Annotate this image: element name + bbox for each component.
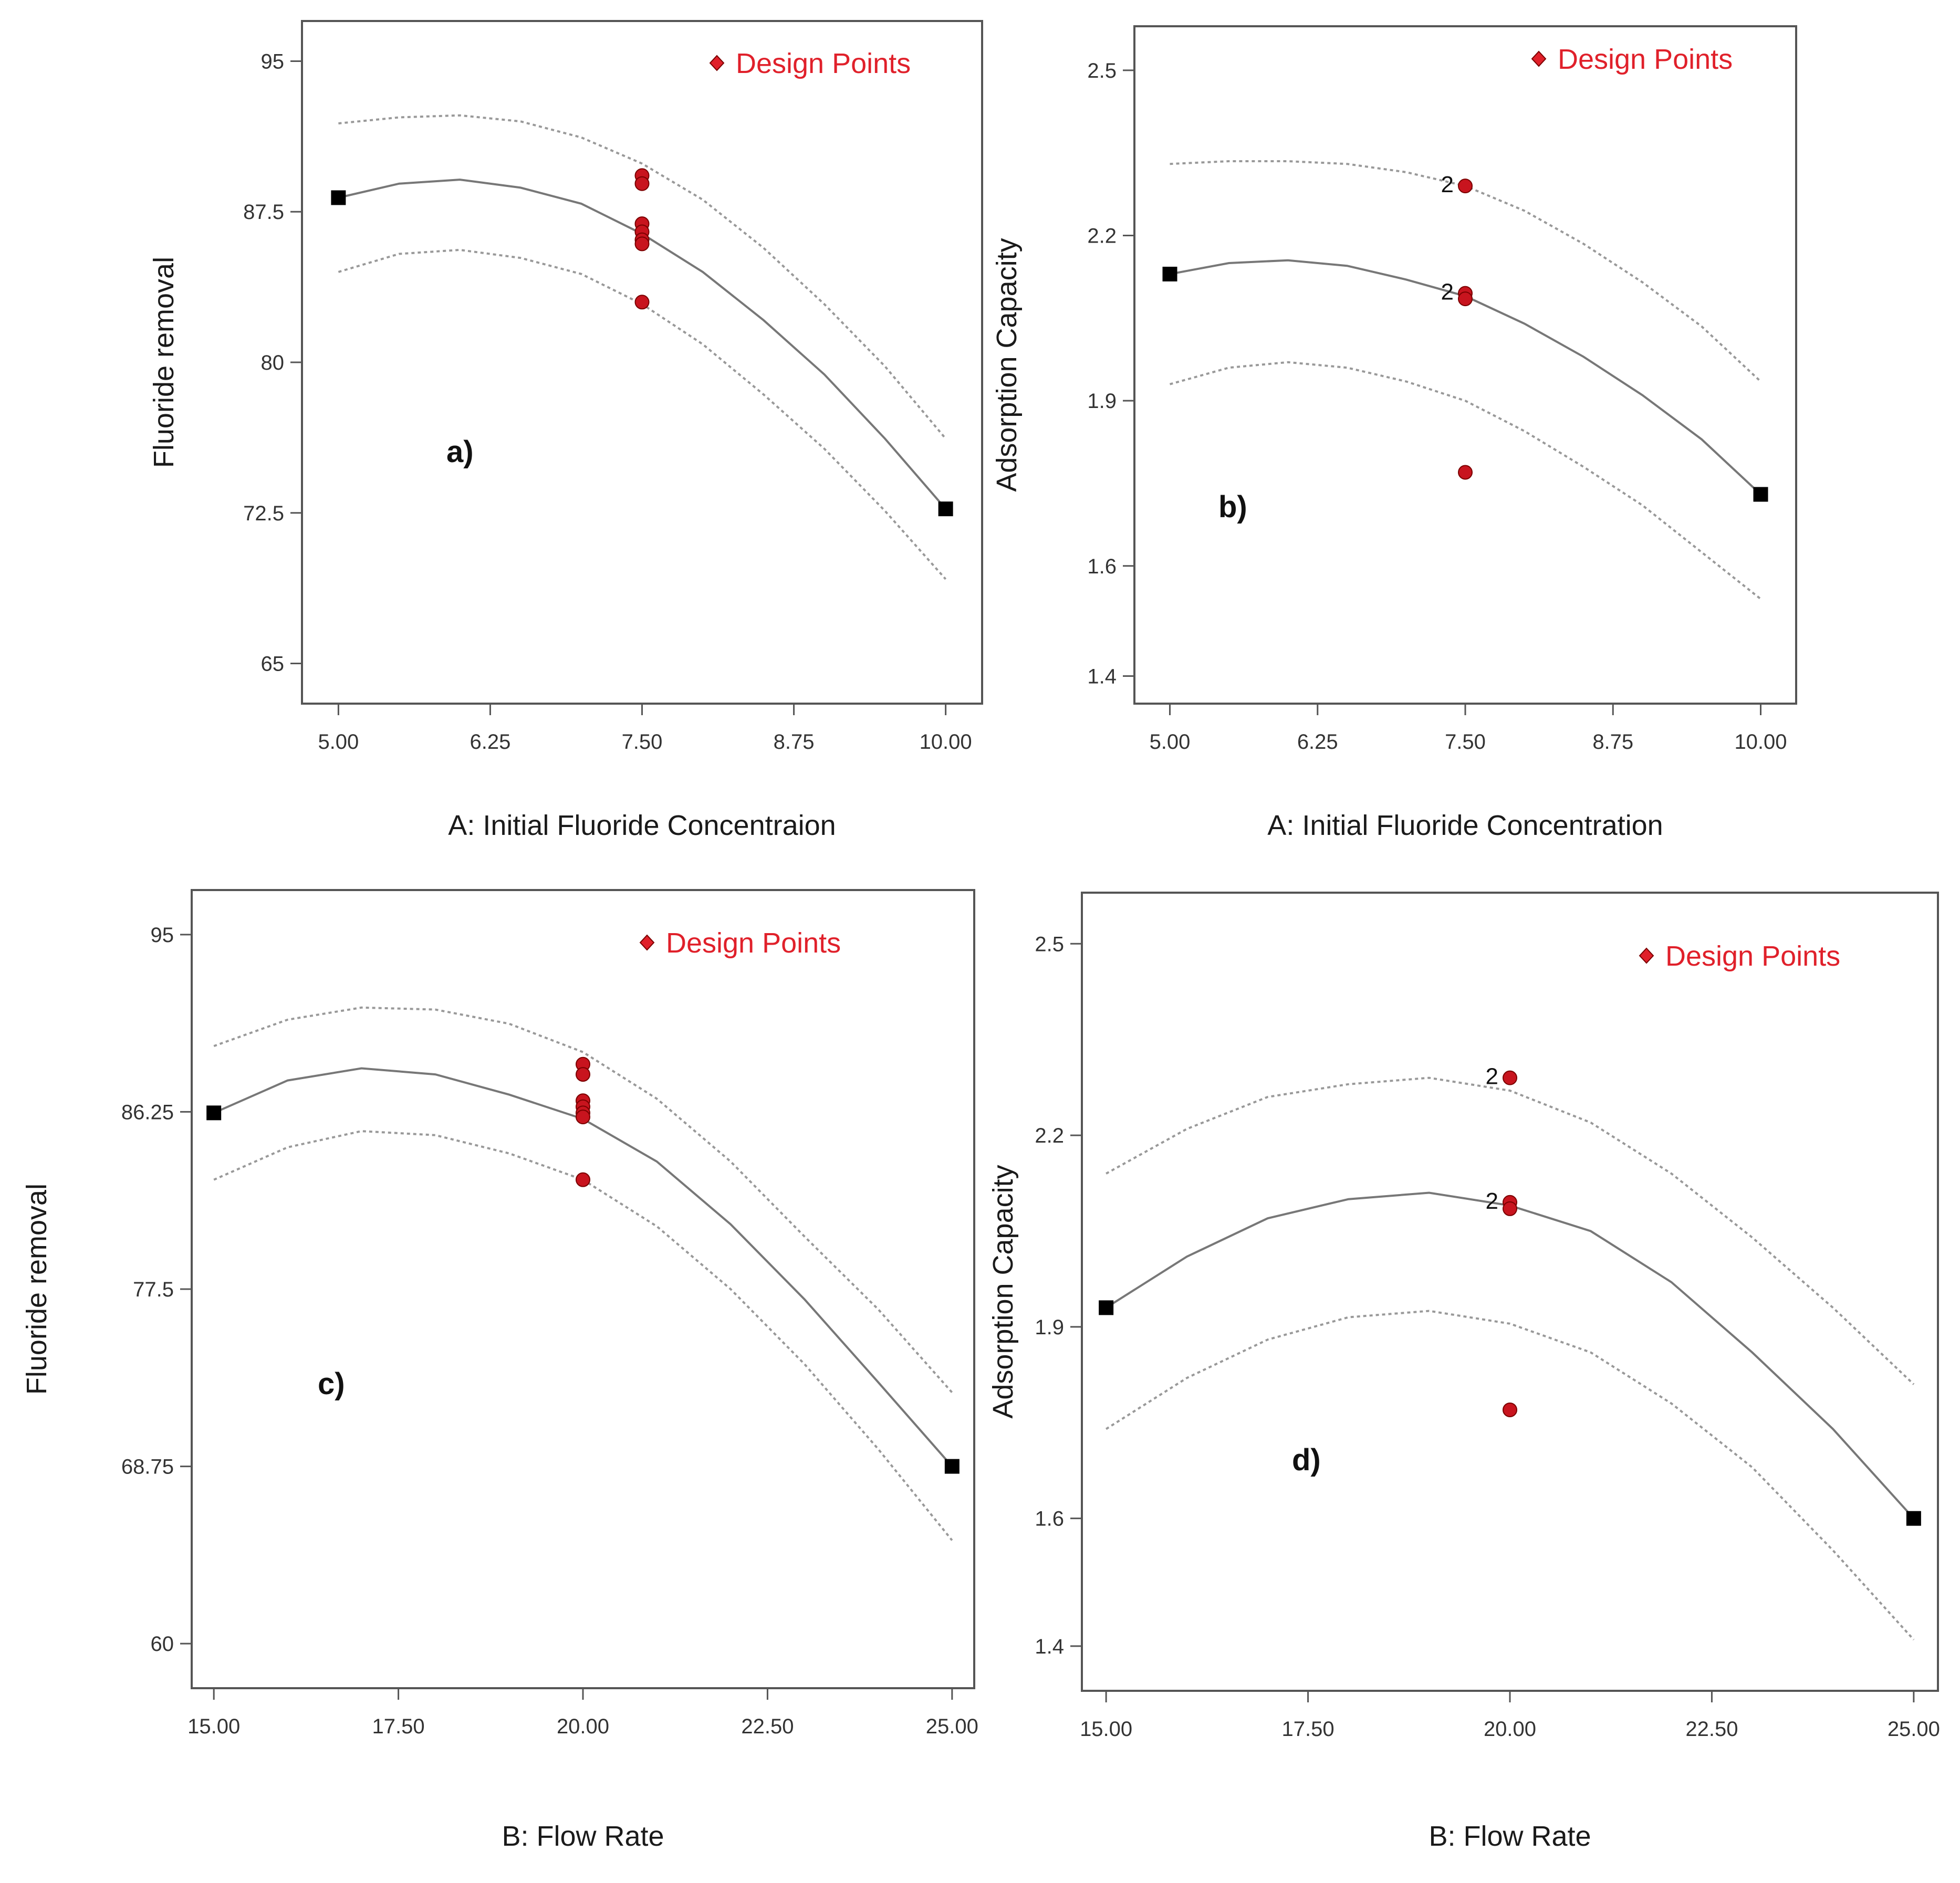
chart-panel-a: 5.00 6.25 7.50 8.75 10.00 65 72.5 80 87.5 95 A: In… [148,20,983,841]
y-axis-title: Fluoride removal [148,257,180,468]
y-tick-label: 1.9 [1087,390,1117,413]
legend-label: Design Points [1558,44,1733,75]
x-axis-title: B: Flow Rate [1429,1821,1591,1852]
legend-label: Design Points [736,48,911,79]
ci-upper-line [213,1006,953,1394]
replicate-count-label: 2 [1486,1064,1498,1090]
x-axis-title: A: Initial Fluoride Concentraion [448,810,836,841]
design-point [1458,465,1473,480]
design-point [634,176,650,191]
y-tick-label: 95 [151,924,174,947]
y-tick-label: 2.5 [1087,59,1117,82]
x-tick-label: 25.00 [926,1715,978,1738]
legend-diamond-icon [709,55,725,71]
ci-lower-line [1106,1310,1915,1641]
y-tick-label: 72.5 [243,502,284,525]
endpoint-marker [1906,1511,1921,1526]
legend-diamond-icon [1639,947,1654,964]
x-tick-label: 15.00 [1080,1718,1132,1741]
endpoint-marker [206,1105,222,1121]
chart-panel-c: 15.00 17.50 20.00 22.50 25.00 60 68.75 77.5 86.2… [21,889,978,1852]
x-tick-label: 7.50 [1445,730,1486,754]
design-point [634,295,650,310]
x-tick-label: 6.25 [1297,730,1338,754]
endpoint-marker [1162,266,1177,281]
y-tick-label: 1.4 [1087,665,1117,688]
replicate-count-label: 2 [1441,172,1454,197]
x-tick-label: 17.50 [1282,1718,1335,1741]
y-tick-label: 1.6 [1087,555,1117,578]
x-tick-label: 20.00 [1484,1718,1536,1741]
x-tick-label: 22.50 [741,1715,794,1738]
ci-lower-line [1169,361,1761,600]
design-point [1458,179,1473,194]
chart-panel-b: 5.00 6.25 7.50 8.75 10.00 1.4 1.6 1.9 2.2 2.5 A: I… [991,25,1797,841]
legend-diamond-icon [639,934,655,951]
y-tick-label: 95 [261,50,285,73]
endpoint-marker [1099,1300,1114,1315]
chart-panel-d: 15.00 17.50 20.00 22.50 25.00 1.4 1.6 1.9 2.2 2.5… [987,892,1940,1852]
x-tick-label: 8.75 [774,730,815,754]
x-tick-label: 8.75 [1592,730,1633,754]
replicate-count-label: 2 [1441,279,1454,305]
endpoint-marker [938,501,953,517]
y-tick-label: 2.5 [1035,933,1064,956]
x-tick-label: 15.00 [187,1715,240,1738]
y-tick-label: 1.6 [1035,1508,1064,1531]
design-point [1458,291,1473,307]
x-tick-label: 22.50 [1685,1718,1738,1741]
x-tick-label: 7.50 [622,730,663,754]
x-tick-label: 10.00 [1734,730,1787,754]
legend-label: Design Points [1665,940,1840,972]
endpoint-marker [1753,487,1768,502]
design-point [576,1110,590,1125]
legend-label: Design Points [666,927,841,959]
ci-upper-line [338,114,947,440]
ci-upper-line [1106,1076,1915,1385]
x-axis-title: B: Flow Rate [502,1821,664,1852]
y-tick-label: 1.9 [1035,1316,1064,1339]
y-tick-label: 80 [261,351,285,374]
y-tick-label: 2.2 [1087,225,1117,248]
endpoint-marker [944,1459,960,1474]
y-tick-label: 68.75 [121,1456,174,1479]
y-tick-label: 1.4 [1035,1635,1064,1658]
y-axis-title: Fluoride removal [21,1184,53,1395]
x-tick-label: 5.00 [1150,730,1191,754]
replicate-count-label: 2 [1486,1188,1498,1214]
x-tick-label: 5.00 [318,730,359,754]
design-point [1503,1201,1517,1216]
x-tick-label: 17.50 [372,1715,425,1738]
design-point [576,1172,590,1187]
y-tick-label: 77.5 [133,1278,174,1301]
y-axis-title: Adsorption Capacity [987,1165,1019,1418]
x-tick-label: 25.00 [1888,1718,1940,1741]
legend-diamond-icon [1531,50,1547,67]
design-point [576,1067,590,1082]
design-point [634,236,650,252]
y-tick-label: 65 [261,653,285,676]
design-point [1503,1070,1517,1085]
y-tick-label: 86.25 [121,1101,174,1124]
x-tick-label: 6.25 [470,730,511,754]
y-tick-label: 2.2 [1035,1124,1064,1147]
x-tick-label: 20.00 [557,1715,609,1738]
endpoint-marker [331,190,346,205]
y-tick-label: 87.5 [243,201,284,224]
x-axis-title: A: Initial Fluoride Concentration [1267,810,1663,841]
panel-label: b) [1218,490,1247,524]
panel-label: c) [318,1367,345,1401]
design-point [1503,1402,1517,1417]
panel-label: d) [1292,1443,1321,1477]
x-tick-label: 10.00 [920,730,972,754]
y-axis-title: Adsorption Capacity [991,238,1023,491]
y-tick-label: 60 [151,1633,174,1656]
panel-label: a) [446,435,474,469]
